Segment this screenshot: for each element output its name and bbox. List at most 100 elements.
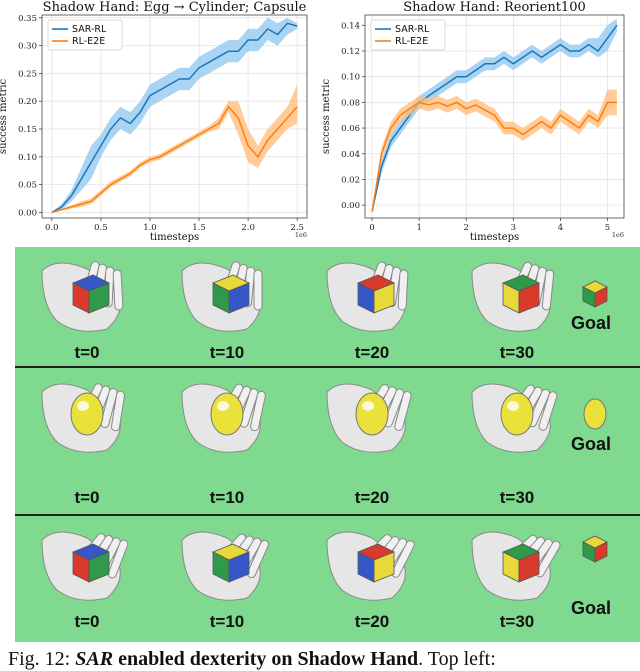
- step-label: t=20: [354, 343, 390, 362]
- goal-label: Goal: [571, 313, 612, 333]
- step-label: t=10: [209, 612, 245, 631]
- step-label: t=30: [499, 343, 535, 362]
- x-tick-label: 1.0: [143, 223, 157, 233]
- x-scale-note: 1e6: [295, 231, 307, 239]
- legend-box: [370, 19, 446, 51]
- step-label: t=10: [209, 343, 245, 362]
- series-line-sar-rl: [51, 22, 298, 214]
- goal-object: [582, 535, 608, 563]
- step-label: t=20: [354, 612, 390, 631]
- rollout-step: [177, 372, 287, 492]
- rollout-step: [322, 251, 432, 371]
- y-tick-label: 0.04: [341, 150, 360, 160]
- goal-cube-right: [594, 541, 608, 563]
- finger-shape: [527, 388, 551, 428]
- hand-render: [471, 531, 561, 601]
- egg-object: [355, 392, 389, 436]
- y-tick-label: 0.15: [18, 125, 37, 135]
- y-axis-label: success metric: [321, 79, 332, 155]
- x-tick-label: 0: [369, 223, 374, 233]
- legend-box: [47, 19, 123, 51]
- y-axis-label: success metric: [0, 79, 9, 155]
- hand-render: [326, 531, 415, 601]
- chart-title: Shadow Hand: Reorient100: [403, 0, 586, 15]
- rollout-figure: t=0 t=10 t=20 t=30 Goal t=0 t=10 t=20 t=30 Goal t=…: [15, 247, 640, 642]
- hand-render: [326, 261, 409, 332]
- rollout-step: [322, 372, 432, 492]
- x-axis-label: timesteps: [470, 232, 519, 243]
- rollout-step: [37, 251, 147, 371]
- legend-label: SAR-RL: [72, 24, 107, 35]
- y-tick-label: 0.30: [18, 42, 37, 52]
- goal-object: [582, 280, 608, 308]
- x-tick-label: 0.0: [45, 223, 59, 233]
- hand-render: [326, 383, 412, 453]
- y-tick-label: 0.00: [18, 208, 37, 218]
- y-tick-label: 0.00: [341, 201, 360, 211]
- finger-shape: [383, 388, 405, 428]
- rollout-step: [322, 520, 432, 640]
- finger-shape: [394, 391, 412, 431]
- cube-right-face: [88, 551, 110, 583]
- hand-render: [41, 383, 126, 453]
- x-tick-label: 3: [511, 223, 516, 233]
- y-tick-label: 0.12: [341, 47, 360, 57]
- hand-render: [181, 383, 266, 453]
- hand-render: [41, 261, 124, 332]
- y-tick-label: 0.10: [18, 153, 37, 163]
- series-band-rl-e2e: [372, 89, 617, 213]
- chart-title: Shadow Hand: Egg → Cylinder; Capsule: [43, 0, 307, 15]
- hand-render: [471, 261, 555, 332]
- step-label: t=30: [499, 612, 535, 631]
- step-label: t=10: [209, 488, 245, 507]
- cube-right-face: [518, 551, 540, 583]
- y-tick-label: 0.25: [18, 69, 37, 79]
- egg-object: [500, 392, 534, 436]
- finger-shape: [397, 269, 409, 311]
- row-separator: [15, 366, 640, 368]
- egg-object: [210, 392, 244, 436]
- y-tick-label: 0.08: [341, 98, 360, 108]
- series-line-rl-e2e: [371, 101, 617, 212]
- x-tick-label: 2.0: [241, 223, 255, 233]
- finger-shape: [110, 390, 126, 432]
- cube-right-face: [228, 282, 250, 314]
- rollout-step: [177, 251, 287, 371]
- step-label: t=20: [354, 488, 390, 507]
- legend-label: RL-E2E: [72, 36, 105, 47]
- hand-render: [181, 531, 270, 601]
- caption-prefix: Fig. 12:: [8, 648, 76, 670]
- finger-shape: [107, 539, 129, 579]
- finger-shape: [239, 388, 259, 428]
- finger-shape: [541, 269, 555, 311]
- y-tick-label: 0.20: [18, 97, 37, 107]
- x-tick-label: 1: [416, 223, 421, 233]
- x-tick-label: 1.5: [192, 223, 206, 233]
- caption-sar: SAR: [75, 648, 114, 670]
- caption-tail: . Top left:: [418, 648, 496, 670]
- y-tick-label: 0.10: [341, 73, 360, 83]
- egg-object: [70, 392, 104, 436]
- finger-shape: [538, 391, 558, 431]
- figure-caption: Fig. 12: SAR enabled dexterity on Shadow…: [8, 648, 640, 671]
- goal-egg: [583, 398, 607, 430]
- goal-label: Goal: [571, 598, 612, 618]
- charts-area: Shadow Hand: Egg → Cylinder; Capsule 0.0 0…: [0, 0, 640, 246]
- finger-shape: [246, 539, 270, 579]
- finger-shape: [100, 388, 118, 428]
- rollout-step: [467, 251, 577, 371]
- rollout-step: [467, 372, 577, 492]
- cube-right-face: [88, 282, 110, 314]
- rollout-step: [467, 520, 577, 640]
- cube-right-face: [228, 551, 250, 583]
- y-tick-label: 0.06: [341, 124, 360, 134]
- goal-object: [583, 398, 607, 430]
- legend-label: RL-E2E: [395, 36, 428, 47]
- egg-marking: [217, 401, 229, 411]
- finger-shape: [535, 540, 561, 578]
- y-tick-label: 0.35: [18, 14, 37, 24]
- series-line-rl-e2e: [51, 105, 298, 214]
- caption-bold: enabled dexterity on Shadow Hand: [113, 648, 419, 670]
- cube-right-face: [373, 551, 395, 583]
